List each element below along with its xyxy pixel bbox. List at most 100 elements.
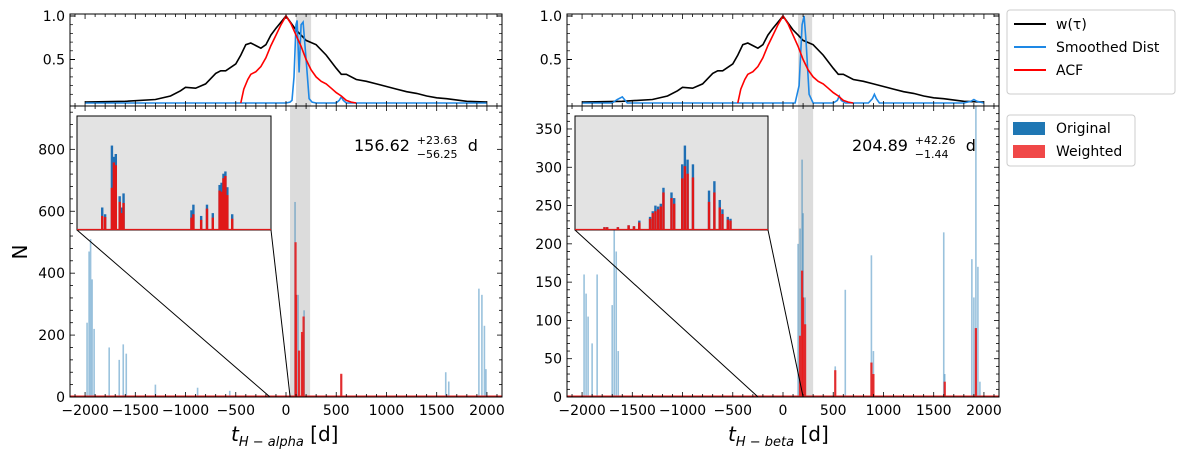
inset-weighted-bar	[218, 190, 221, 230]
original-bar	[973, 297, 975, 397]
weighted-bar	[801, 297, 805, 397]
inset-weighted-bar	[683, 166, 687, 230]
y-tick-label: 100	[535, 313, 562, 329]
inset-weighted-bar	[605, 227, 609, 230]
inset-weighted-bar	[729, 220, 732, 230]
lag-upper-error: +42.26	[915, 134, 956, 147]
inset-weighted-bar	[101, 215, 104, 230]
inset-weighted-bar	[205, 208, 209, 230]
original-bar	[483, 325, 486, 397]
x-tick-label: 1500	[419, 403, 455, 419]
legend-bars: Original Weighted	[1006, 114, 1136, 167]
x-tick-label: −1000	[659, 403, 706, 419]
weighted-bar	[804, 324, 807, 397]
lag-upper-error: +23.63	[417, 134, 458, 147]
original-bar	[481, 294, 483, 397]
original-bar	[228, 390, 231, 397]
original-bar	[444, 372, 447, 397]
inset-weighted-bar	[220, 191, 223, 230]
inset-weighted-bar	[726, 219, 729, 230]
inset-weighted-bar	[231, 218, 234, 230]
original-bar	[122, 344, 125, 397]
legend-label: ACF	[1056, 63, 1083, 79]
original-bar	[613, 228, 616, 397]
x-tick-label: 0	[779, 403, 788, 419]
original-bar	[447, 381, 450, 397]
inset-weighted-bar	[122, 202, 125, 230]
inset-weighted-bar	[659, 206, 662, 230]
weighted-bar	[834, 370, 837, 397]
y-tick-label: 400	[38, 266, 65, 282]
top-axes-frame	[566, 13, 1000, 107]
original-bar	[971, 259, 973, 397]
x-tick-label: −1500	[609, 403, 656, 419]
inset-weighted-bar	[632, 226, 636, 230]
x-tick-label: −500	[714, 403, 752, 419]
weighted-bar	[294, 294, 298, 397]
inset-frame	[76, 115, 272, 231]
inset-weighted-bar	[648, 218, 652, 230]
inset-weighted-bar	[224, 175, 227, 230]
y-axis-label: N	[8, 245, 32, 260]
x-tick-label: 2000	[469, 403, 505, 419]
original-bar	[89, 239, 92, 397]
x-axis-label: tH − alpha [d]	[231, 422, 338, 450]
legend-frame	[1006, 9, 1176, 95]
lag-unit: d	[966, 136, 976, 155]
original-bar	[86, 322, 88, 397]
original-bar	[585, 293, 587, 397]
inset-weighted-bar	[718, 207, 721, 230]
top-panel-alpha: 1.0 0.5	[43, 9, 503, 107]
legend-label: Smoothed Dist	[1056, 40, 1160, 56]
inset-weighted-bar	[656, 209, 660, 230]
inset-weighted-bar	[670, 198, 673, 230]
x-tick-label: 500	[323, 403, 350, 419]
inset-weighted-bar	[616, 227, 620, 230]
inset-weighted-bar	[603, 227, 606, 230]
x-tick-label: 500	[820, 403, 847, 419]
inset-weighted-bar	[192, 214, 195, 230]
original-bar	[942, 232, 945, 397]
original-bar	[478, 288, 480, 397]
weighted-bar	[302, 316, 305, 397]
lag-unit: d	[468, 136, 478, 155]
bottom-panel-alpha: −2000 −1500 −1000 −500 0 500 1000 1500 2000 0 200 4…	[8, 105, 505, 450]
x-tick-label: −1500	[112, 403, 159, 419]
y-tick-label: 1.0	[43, 9, 65, 25]
original-bar	[91, 279, 93, 397]
y-tick-label: 600	[38, 204, 65, 220]
original-bar	[485, 369, 487, 397]
original-bar	[591, 343, 593, 397]
inset-weighted-bar	[199, 219, 203, 230]
weighted-bar	[872, 374, 875, 397]
y-tick-label: 0.5	[540, 53, 562, 69]
original-bar	[975, 106, 977, 397]
original-bar	[596, 274, 598, 397]
zoom-connector	[270, 229, 291, 398]
legend-swatch	[1013, 145, 1045, 158]
series-line	[737, 14, 854, 104]
legend-swatch	[1013, 122, 1045, 135]
series-line	[85, 14, 487, 103]
legend-lines: w(τ) Smoothed Dist ACF	[1006, 9, 1176, 95]
lag-value: 156.62	[354, 136, 410, 155]
weighted-bar	[870, 362, 873, 397]
original-bar	[617, 351, 620, 397]
lag-lower-error: −56.25	[417, 148, 458, 161]
y-tick-label: 200	[535, 237, 562, 253]
original-bar	[799, 228, 801, 397]
legend-label: Weighted	[1056, 144, 1122, 160]
bottom-panel-beta: −2000 −1500 −1000 −500 0 500 1000 1500 2000 0 50 10…	[535, 105, 1002, 450]
inset-weighted-bar	[110, 187, 114, 230]
original-bar	[611, 305, 614, 397]
original-bar	[870, 255, 873, 397]
zoom-connector	[767, 229, 804, 398]
original-bar	[154, 384, 157, 397]
inset-weighted-bar	[713, 192, 716, 230]
inset-weighted-bar	[654, 211, 657, 230]
top-axes-frame	[69, 13, 503, 107]
inset-weighted-bar	[672, 203, 676, 230]
inset-weighted-bar	[103, 217, 107, 230]
original-bar	[297, 294, 299, 397]
